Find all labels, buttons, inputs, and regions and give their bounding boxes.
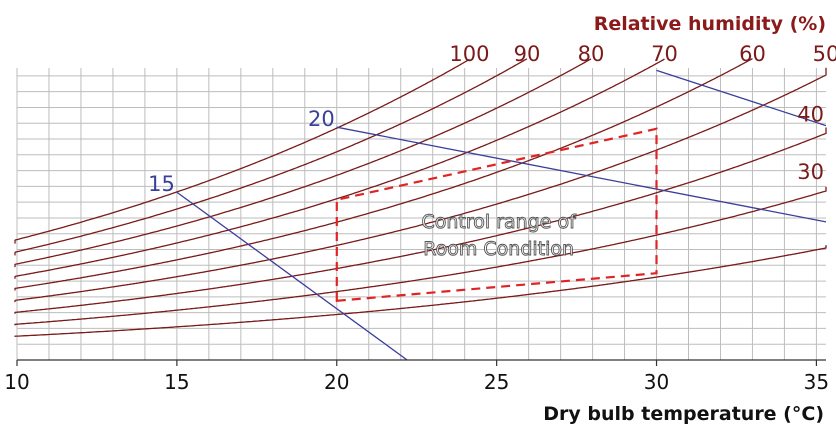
rh-label-90: 90 bbox=[514, 42, 541, 66]
wet-bulb-label-15: 15 bbox=[148, 172, 175, 196]
rh-label-30: 30 bbox=[797, 160, 824, 184]
rh-label-100: 100 bbox=[449, 42, 489, 66]
axes: 10 15 20 25 30 35 bbox=[4, 359, 829, 394]
control-range-outline bbox=[335, 127, 658, 302]
rh-curve-50 bbox=[14, 67, 827, 303]
rh-curve-90 bbox=[14, 58, 528, 256]
labels: 100 90 80 70 60 50 40 30 15 20 bbox=[148, 42, 836, 196]
grid bbox=[16, 68, 826, 361]
rh-curve-40 bbox=[14, 127, 827, 314]
rh-label-70: 70 bbox=[651, 42, 678, 66]
x-tick-label-15: 15 bbox=[164, 370, 189, 394]
x-tick-label-30: 30 bbox=[644, 370, 669, 394]
wet-bulb-lines bbox=[176, 69, 827, 361]
rh-curve-100 bbox=[14, 58, 470, 244]
rh-axis-title: Relative humidity (%) bbox=[594, 13, 826, 35]
rh-label-60: 60 bbox=[739, 42, 766, 66]
control-range-label: Control range of bbox=[421, 211, 577, 233]
wet-bulb-line-15 bbox=[176, 191, 408, 361]
rh-label-40: 40 bbox=[797, 102, 824, 126]
rh-curve-60 bbox=[14, 58, 753, 291]
x-tick-label-10: 10 bbox=[4, 370, 29, 394]
rh-label-80: 80 bbox=[578, 42, 605, 66]
rh-curve-70 bbox=[14, 58, 665, 279]
x-tick-label-35: 35 bbox=[804, 370, 829, 394]
rh-curve-80 bbox=[14, 58, 592, 268]
rh-curve-30 bbox=[14, 186, 827, 326]
wet-bulb-label-20: 20 bbox=[308, 107, 335, 131]
control-range: Control range of Room Condition bbox=[335, 127, 658, 302]
control-range-label: Room Condition bbox=[423, 238, 574, 260]
rh-curve-20 bbox=[14, 245, 827, 337]
x-tick-label-25: 25 bbox=[484, 370, 509, 394]
wet-bulb-line-extra bbox=[656, 69, 827, 127]
wet-bulb-line-20 bbox=[336, 126, 827, 223]
x-tick-label-20: 20 bbox=[324, 370, 349, 394]
rh-label-50: 50 bbox=[813, 42, 836, 66]
relative-humidity-curves bbox=[14, 58, 827, 337]
x-axis-title: Dry bulb temperature (°C) bbox=[543, 403, 824, 425]
